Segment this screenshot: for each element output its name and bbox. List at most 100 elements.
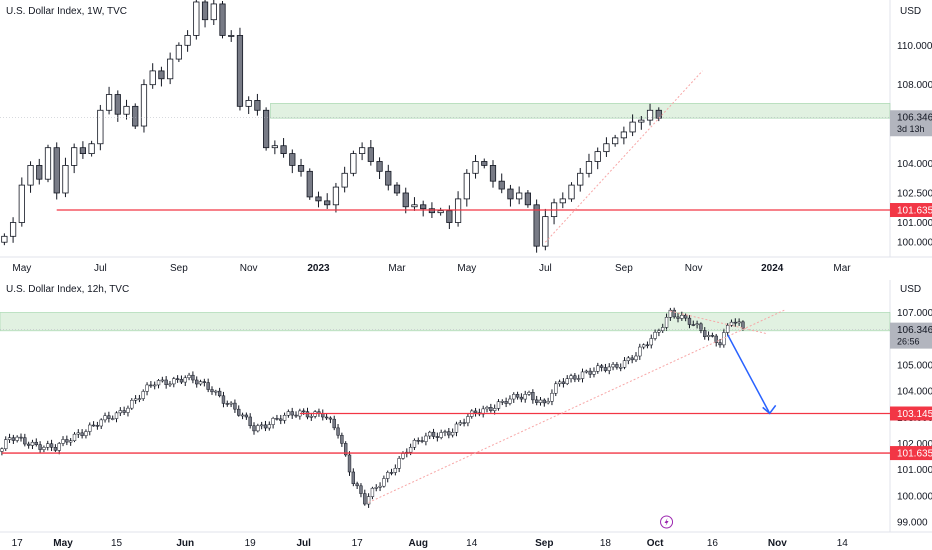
x-tick-label: May: [12, 263, 31, 274]
candle-body: [466, 416, 470, 424]
candle-body: [703, 330, 707, 337]
candle-body: [88, 424, 92, 432]
support-price-label-2: 101.635: [897, 449, 932, 460]
x-tick-label: 17: [352, 538, 364, 549]
candle-body: [592, 371, 596, 375]
lightning-icon-glyph: [664, 518, 669, 526]
support-price-label: 101.635: [897, 206, 932, 217]
candle-body: [259, 424, 264, 427]
candle-body: [275, 418, 279, 420]
candle-body: [363, 493, 367, 505]
candle-body: [219, 3, 226, 36]
candle-body: [245, 100, 252, 107]
last-price-tag: [890, 322, 932, 349]
intraday-chart-pane[interactable]: 107.000106.000105.000104.000103.000102.0…: [0, 280, 932, 550]
x-tick-label: 2023: [307, 263, 330, 274]
candle-body: [646, 109, 654, 121]
candle-body: [301, 410, 306, 413]
candle-body: [458, 422, 462, 425]
candle-body: [634, 355, 638, 361]
candle-body: [280, 145, 287, 155]
candle-body: [289, 153, 296, 166]
candle-body: [114, 94, 121, 115]
x-tick-label: Sep: [170, 263, 188, 274]
candle-body: [691, 324, 695, 326]
candle-body: [72, 433, 77, 441]
candle-body: [463, 172, 470, 200]
intraday-chart[interactable]: 107.000106.000105.000104.000103.000102.0…: [0, 280, 932, 550]
candle-body: [237, 408, 241, 416]
candle-body: [649, 338, 653, 346]
candle-body: [641, 344, 646, 348]
candle-body: [366, 496, 371, 505]
candle-body: [164, 379, 168, 386]
x-tick-label: Oct: [647, 538, 664, 549]
candle-body: [23, 437, 27, 445]
x-tick-label: Mar: [833, 263, 851, 274]
weekly-chart[interactable]: 110.000108.000106.000104.000102.500101.0…: [0, 0, 932, 280]
candle-body: [428, 431, 432, 437]
candle-body: [140, 84, 148, 127]
candle-body: [210, 389, 214, 393]
candle-body: [568, 184, 575, 200]
weekly-chart-title: U.S. Dollar Index, 1W, TVC: [6, 6, 127, 17]
candle-body: [443, 431, 447, 433]
candle-body: [538, 399, 543, 403]
x-tick-label: 2024: [761, 263, 784, 274]
candle-body: [725, 325, 730, 333]
candle-body: [309, 416, 313, 418]
candle-body: [424, 435, 428, 442]
candle-body: [561, 381, 566, 384]
candle-body: [341, 172, 348, 188]
y-tick-label: 110.000: [897, 41, 932, 52]
x-tick-label: Nov: [685, 263, 703, 274]
weekly-chart-pane[interactable]: 110.000108.000106.000104.000102.500101.0…: [0, 0, 932, 280]
candle-body: [485, 407, 489, 410]
candle-body: [294, 414, 298, 417]
x-tick-label: Nov: [240, 263, 258, 274]
candle-body: [350, 153, 357, 174]
candle-body: [80, 432, 84, 436]
candle-body: [416, 440, 420, 442]
candle-body: [297, 165, 305, 172]
candle-body: [695, 323, 699, 326]
candle-body: [61, 439, 65, 444]
candle-body: [36, 165, 43, 180]
candle-body: [214, 390, 218, 393]
candle-body: [683, 314, 688, 319]
candle-body: [359, 485, 363, 494]
candle-body: [229, 402, 233, 405]
candle-body: [132, 105, 139, 127]
candle-body: [462, 422, 466, 424]
x-tick-label: Jul: [539, 263, 552, 274]
candle-body: [65, 439, 69, 443]
candle-body: [411, 204, 418, 208]
candle-body: [347, 454, 352, 473]
candle-body: [386, 472, 390, 479]
y-tick-label: 100.000: [897, 491, 932, 502]
x-tick-label: Aug: [409, 538, 428, 549]
candle-body: [389, 472, 394, 474]
candle-body: [431, 431, 436, 437]
candle-body: [282, 415, 287, 421]
weekly-currency-label: USD: [900, 6, 922, 17]
candle-body: [584, 370, 589, 373]
candle-body: [201, 1, 209, 21]
x-tick-label: 18: [600, 538, 612, 549]
support-price-tag-2: [890, 446, 932, 461]
candle-body: [133, 398, 138, 401]
rising-trendline: [368, 309, 786, 503]
x-tick-label: Jun: [176, 538, 194, 549]
support-price-tag-1: [890, 406, 932, 421]
y-tick-label: 100.000: [897, 238, 932, 249]
x-tick-label: May: [457, 263, 476, 274]
candle-body: [687, 317, 692, 325]
candle-body: [62, 165, 69, 194]
candle-body: [498, 180, 505, 190]
candle-body: [492, 408, 497, 411]
candle-body: [187, 374, 191, 379]
candle-body: [676, 316, 680, 319]
candle-body: [531, 392, 535, 401]
candle-body: [49, 443, 54, 448]
candle-body: [428, 208, 436, 214]
